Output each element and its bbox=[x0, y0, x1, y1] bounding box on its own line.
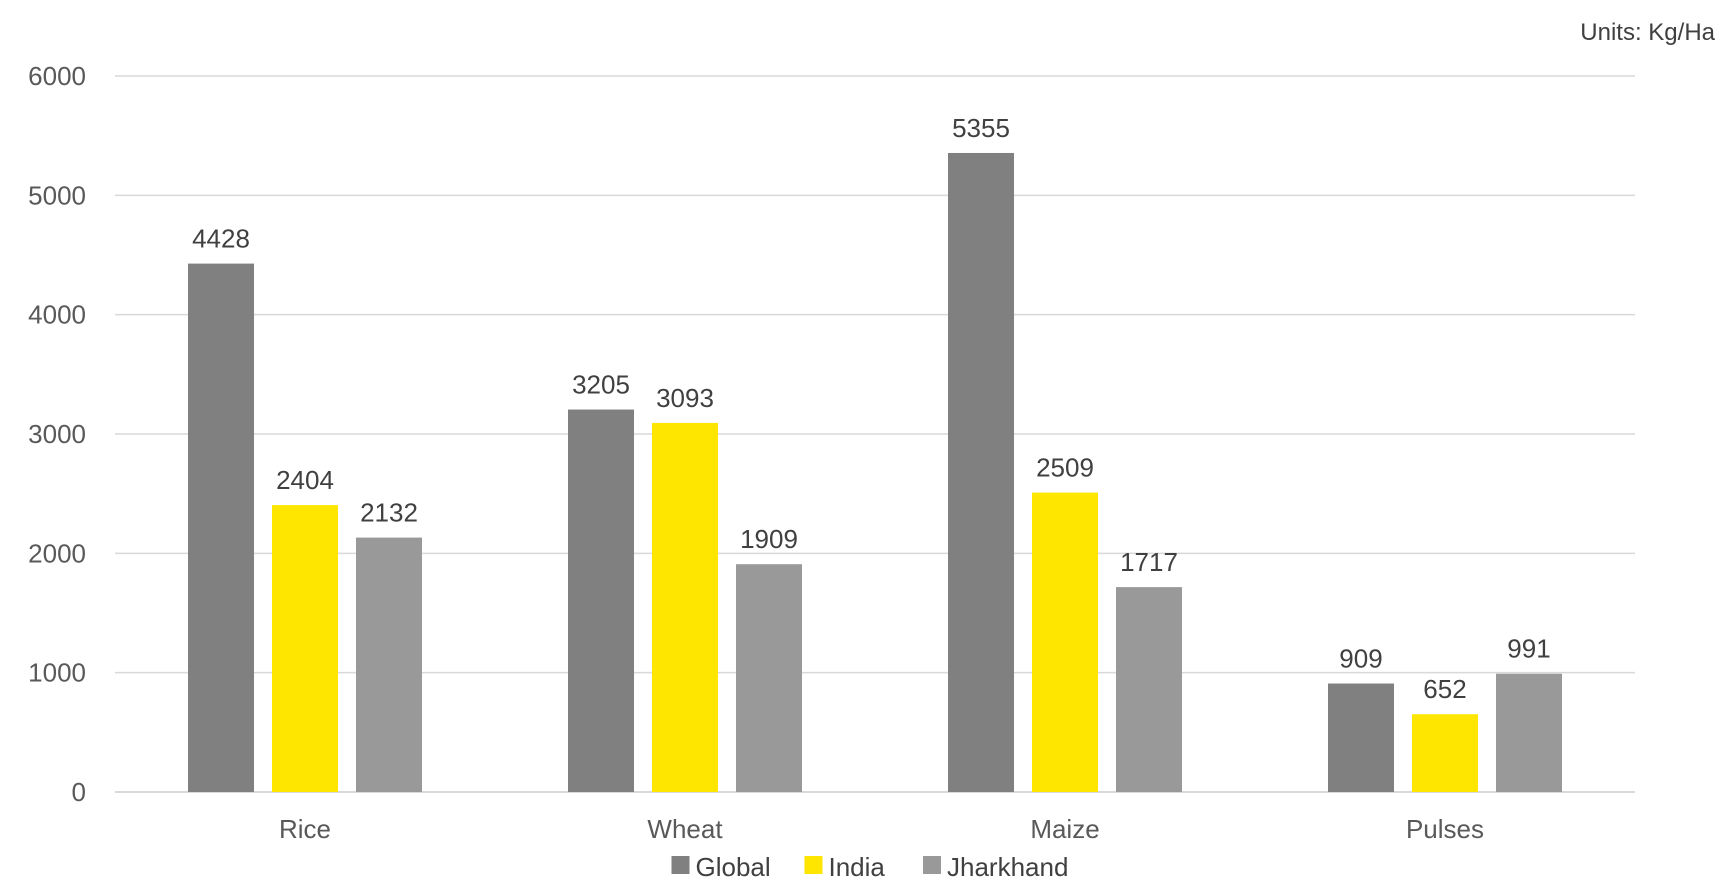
bar-india-wheat bbox=[652, 422, 718, 792]
legend-swatch bbox=[671, 856, 690, 874]
legend-swatch bbox=[923, 856, 941, 874]
data-labels: 4428 2404 2132 3205 3093 1909 5355 2509 1717 909 6… bbox=[192, 113, 1551, 704]
y-axis-tick-labels: 0 1000 2000 3000 4000 5000 6000 bbox=[28, 61, 86, 807]
bar-global-pulses bbox=[1328, 683, 1394, 792]
data-label: 652 bbox=[1423, 674, 1466, 704]
bar-global-rice bbox=[188, 263, 254, 792]
y-tick-label: 3000 bbox=[28, 419, 86, 449]
legend-item-jharkhand: Jharkhand bbox=[923, 852, 1068, 882]
data-label: 5355 bbox=[952, 113, 1010, 143]
data-label: 3093 bbox=[656, 383, 714, 413]
legend-swatch bbox=[804, 856, 823, 874]
units-note: Units: Kg/Ha bbox=[1580, 19, 1715, 46]
x-category-label: Maize bbox=[1030, 814, 1099, 844]
bar-global-wheat bbox=[568, 409, 634, 792]
data-label: 2132 bbox=[360, 498, 418, 528]
bar-global-maize bbox=[948, 152, 1014, 793]
legend-item-india: India bbox=[804, 852, 886, 882]
data-label: 2509 bbox=[1036, 453, 1094, 483]
x-category-label: Wheat bbox=[647, 814, 723, 844]
x-category-label: Pulses bbox=[1406, 814, 1484, 844]
legend-label: Global bbox=[696, 852, 771, 882]
legend-item-global: Global bbox=[671, 852, 771, 882]
bar-india-pulses bbox=[1412, 714, 1478, 792]
bar-jharkhand-wheat bbox=[736, 564, 802, 792]
bar-jharkhand-maize bbox=[1116, 587, 1182, 792]
legend-label: India bbox=[829, 852, 886, 882]
bar-india-maize bbox=[1032, 492, 1098, 792]
data-label: 4428 bbox=[192, 224, 250, 254]
y-tick-label: 0 bbox=[72, 777, 86, 807]
y-tick-label: 1000 bbox=[28, 658, 86, 688]
y-tick-label: 2000 bbox=[28, 538, 86, 568]
data-label: 1717 bbox=[1120, 547, 1178, 577]
legend-label: Jharkhand bbox=[947, 852, 1068, 882]
x-axis-category-labels: Rice Wheat Maize Pulses bbox=[279, 814, 1484, 844]
bar-jharkhand-rice bbox=[356, 537, 422, 792]
y-tick-label: 5000 bbox=[28, 180, 86, 210]
legend: Global India Jharkhand bbox=[671, 852, 1068, 882]
gridlines bbox=[115, 75, 1635, 793]
data-label: 2404 bbox=[276, 465, 334, 495]
data-label: 909 bbox=[1339, 644, 1382, 674]
data-label: 991 bbox=[1507, 634, 1550, 664]
y-tick-label: 6000 bbox=[28, 61, 86, 91]
bar-jharkhand-pulses bbox=[1496, 673, 1562, 792]
bars bbox=[188, 152, 1562, 793]
data-label: 1909 bbox=[740, 524, 798, 554]
data-label: 3205 bbox=[572, 370, 630, 400]
x-category-label: Rice bbox=[279, 814, 331, 844]
bar-india-rice bbox=[272, 505, 338, 792]
y-tick-label: 4000 bbox=[28, 300, 86, 330]
